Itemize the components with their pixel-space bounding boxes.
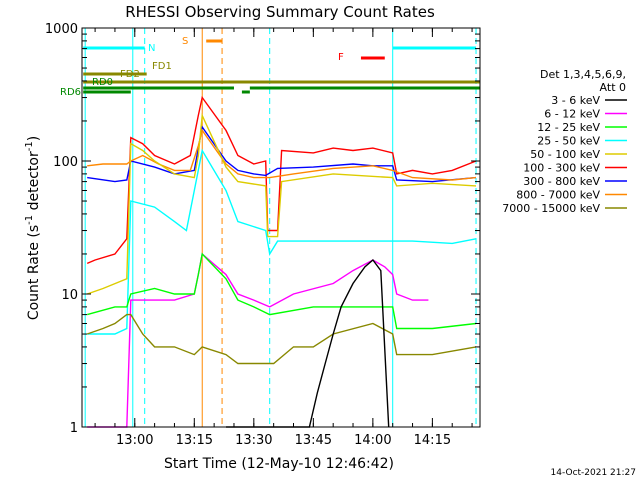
y-tick-label-2: 100 <box>53 155 78 170</box>
plot-border <box>81 27 481 428</box>
y-axis-label-mid: detector <box>26 151 42 215</box>
y-axis-label-exp1: -1 <box>24 215 35 225</box>
flag-f-label: F <box>338 52 344 63</box>
legend-header-1: Att 0 <box>600 81 626 94</box>
flag-fd1-label: FD1 <box>152 61 172 72</box>
flag-fd2-label: FD2 <box>120 69 140 80</box>
flag-n-label: N <box>148 43 155 54</box>
plot-area: N S F FD1 FD2 RD0 RD6 <box>60 28 480 428</box>
x-tick-label-0: 13:00 <box>116 433 153 448</box>
x-tick-label-1: 13:15 <box>176 433 213 448</box>
series-0-line <box>86 95 477 265</box>
y-axis-label-main: Count Rate (s <box>26 225 42 320</box>
series-4-line <box>87 148 477 335</box>
legend-label-8: 7000 - 15000 keV <box>502 202 600 215</box>
plot-frame <box>81 27 481 428</box>
axis-ticks: 1 10 100 1000 13:00 13:15 13:30 13:45 14:00 14:15 <box>45 22 480 448</box>
x-axis-label: Start Time (12-May-10 12:46:42) <box>164 456 394 472</box>
y-tick-label-0: 1 <box>70 421 78 436</box>
chart-title: RHESSI Observing Summary Count Rates <box>125 3 435 21</box>
legend-header-0: Det 1,3,4,5,6,9, <box>540 68 626 81</box>
y-axis-label: Count Rate (s-1 detector-1) <box>24 136 42 320</box>
series-2-line <box>87 128 477 181</box>
legend-label-5: 100 - 300 keV <box>523 162 600 175</box>
y-axis-label-exp2: -1 <box>24 141 35 151</box>
series-6-line <box>87 252 477 330</box>
series-5-line <box>87 252 429 428</box>
flag-rd6-label: RD6 <box>60 87 81 98</box>
x-tick-label-2: 13:30 <box>235 433 272 448</box>
legend-label-7: 800 - 7000 keV <box>516 189 600 202</box>
series-7-line <box>86 313 477 365</box>
x-tick-label-5: 14:15 <box>414 433 451 448</box>
legend-label-4: 50 - 100 keV <box>530 148 600 161</box>
legend-label-6: 300 - 800 keV <box>523 175 600 188</box>
legend-label-0: 3 - 6 keV <box>551 94 600 107</box>
y-axis-label-end: ) <box>26 136 42 141</box>
x-tick-label-3: 13:45 <box>295 433 332 448</box>
series-1-line <box>87 125 477 183</box>
legend-label-2: 12 - 25 keV <box>537 121 600 134</box>
legend-label-1: 6 - 12 keV <box>544 108 600 121</box>
series-3-line <box>86 112 477 295</box>
flag-s-label: S <box>182 36 188 47</box>
legend-label-3: 25 - 50 keV <box>537 135 600 148</box>
series-8-line <box>226 258 390 428</box>
y-tick-label-1: 10 <box>61 288 78 303</box>
x-tick-label-4: 14:00 <box>354 433 391 448</box>
timestamp: 14-Oct-2021 21:27 <box>551 468 636 478</box>
flag-rd0-label: RD0 <box>92 77 113 88</box>
y-tick-label-3: 1000 <box>45 22 78 37</box>
